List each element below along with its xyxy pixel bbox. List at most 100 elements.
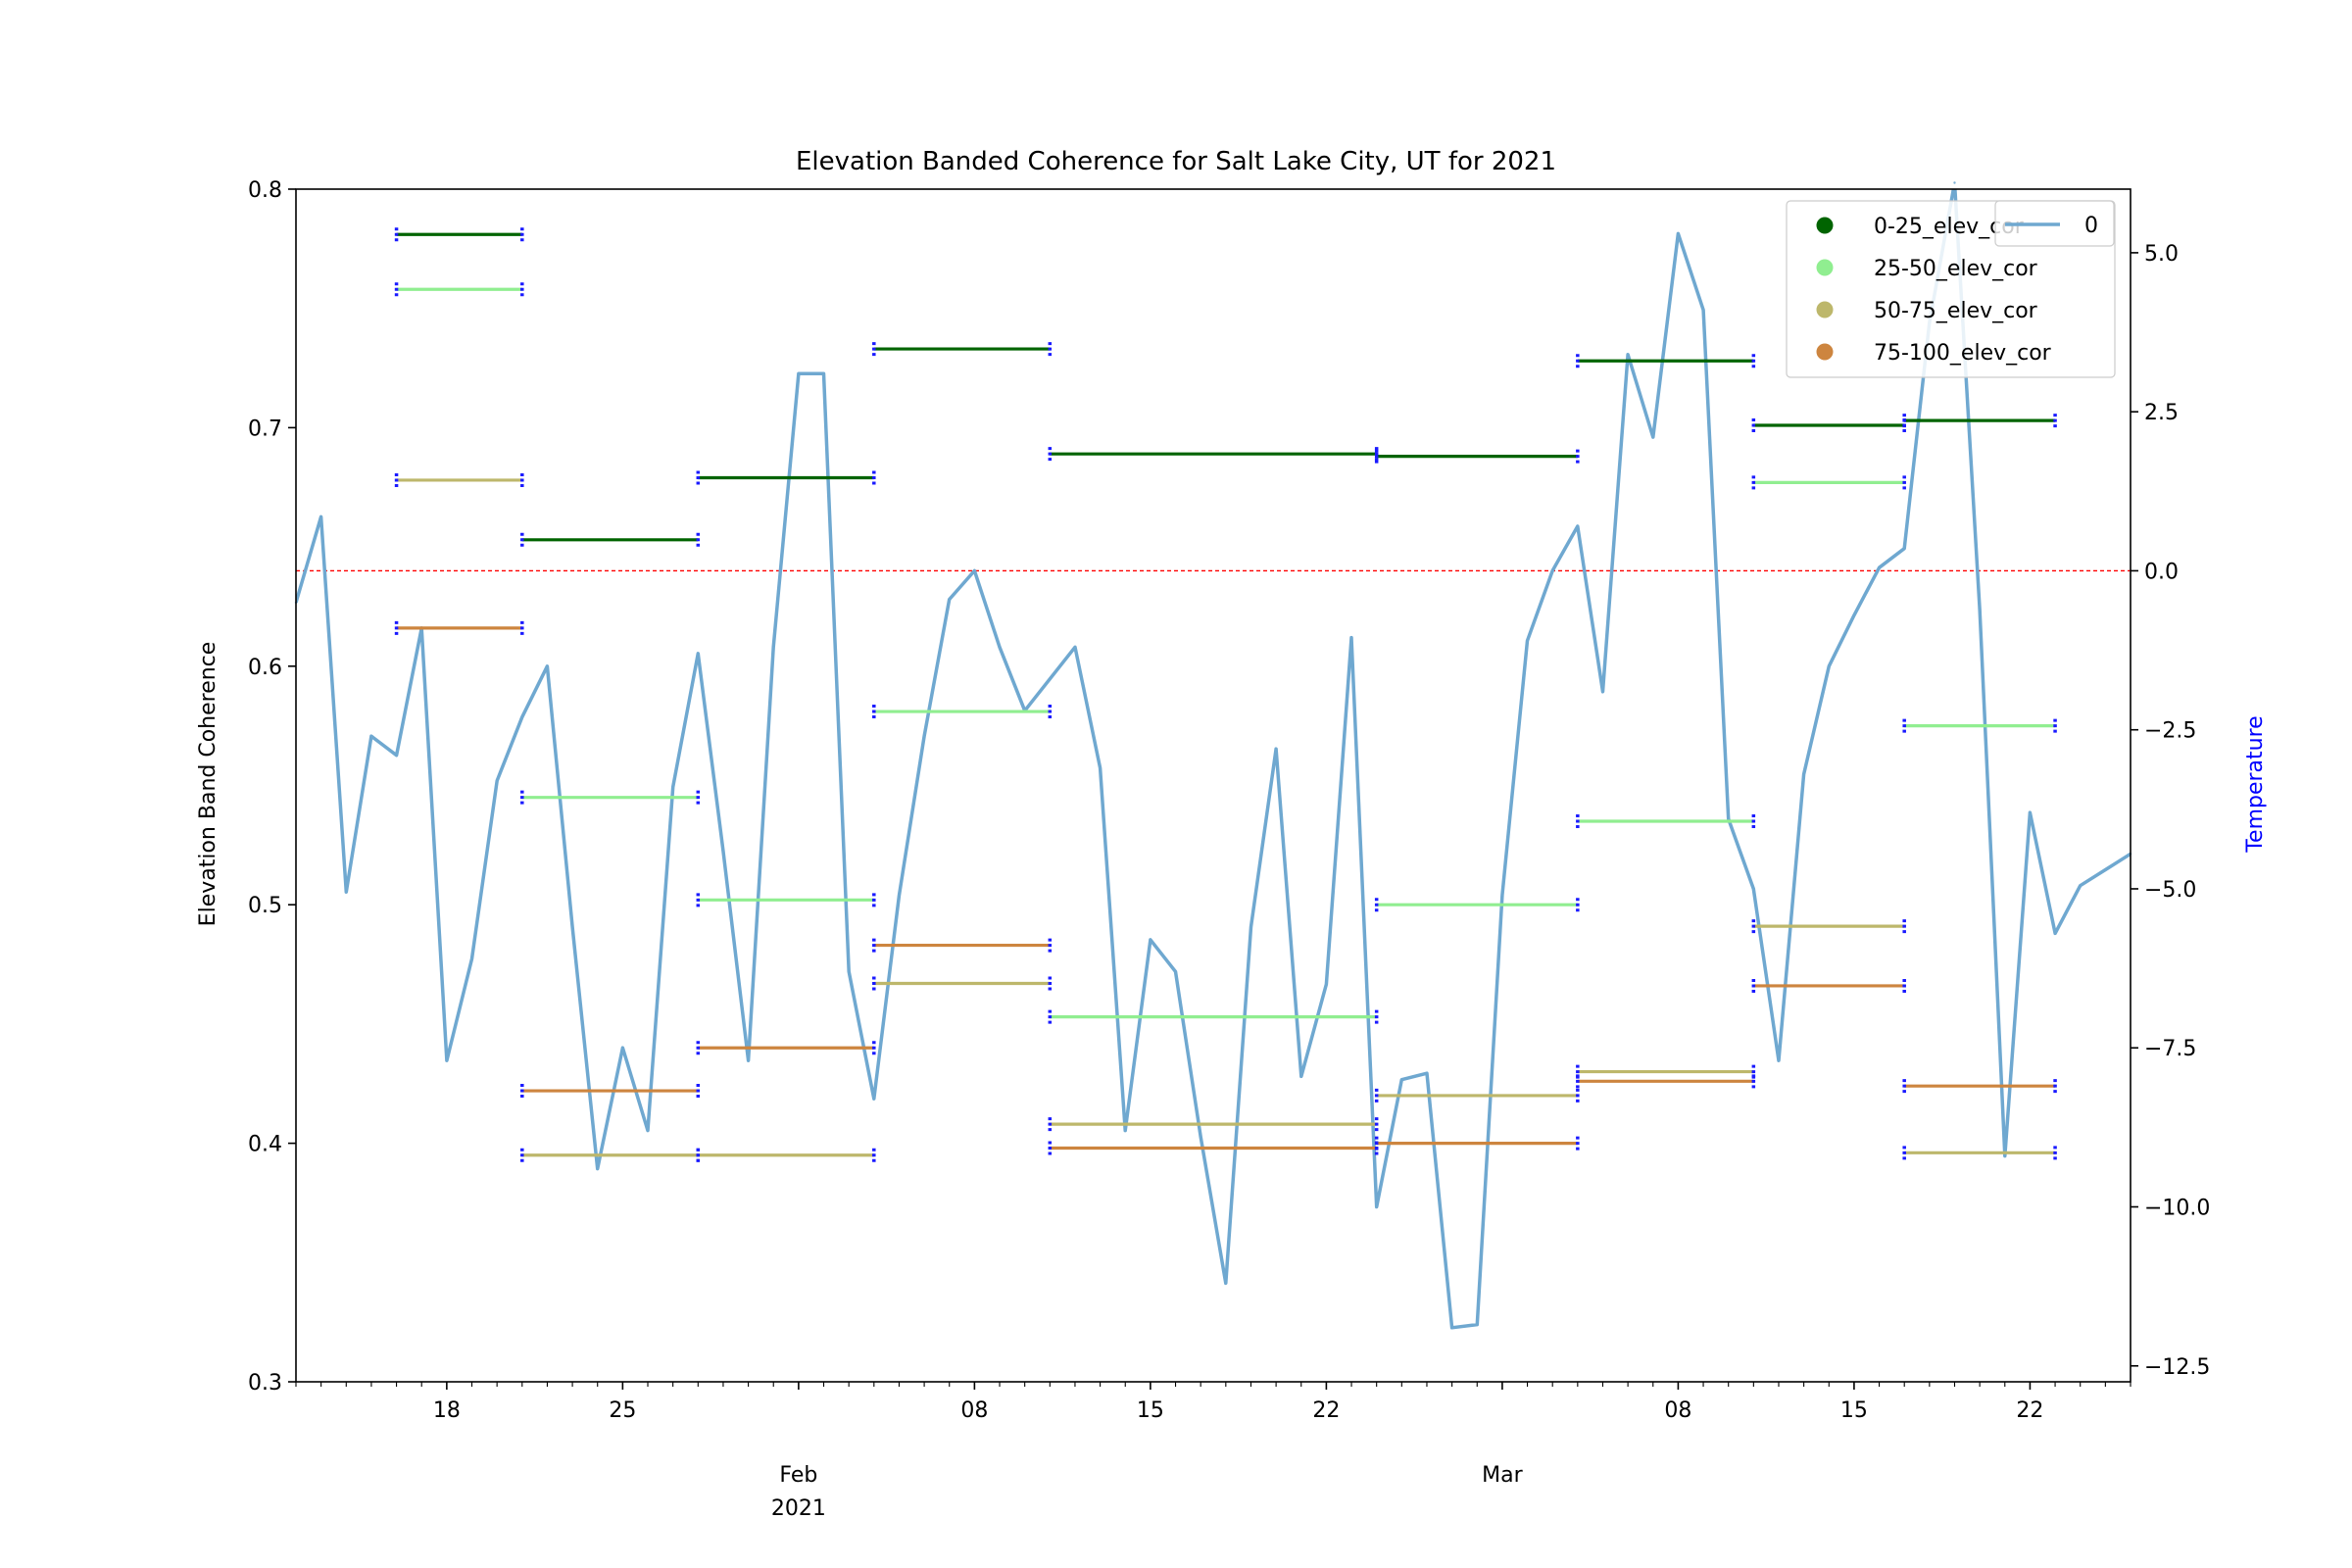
legend: 0-25_elev_cor25-50_elev_cor50-75_elev_co… xyxy=(1786,200,2116,378)
temperature-point xyxy=(1677,232,1680,235)
temperature-point xyxy=(1777,1059,1781,1062)
temperature-point xyxy=(973,569,976,572)
temperature-point xyxy=(1727,817,1730,820)
temperature-point xyxy=(1576,524,1580,528)
temperature-point xyxy=(2079,884,2082,887)
y-tick-label: 0.4 xyxy=(248,1133,282,1157)
right-y-tick-label: −5.0 xyxy=(2144,878,2196,903)
temperature-point xyxy=(1626,353,1630,356)
right-y-tick-label: −12.5 xyxy=(2144,1355,2210,1380)
temperature-point xyxy=(721,849,725,853)
temperature-point xyxy=(1425,1072,1429,1075)
temperature-point xyxy=(1299,1075,1302,1078)
temperature-point xyxy=(1701,309,1705,312)
temperature-point xyxy=(1802,772,1805,776)
temperature-point xyxy=(2029,810,2032,814)
temperature-point xyxy=(2003,1154,2006,1157)
temperature-point xyxy=(1400,1078,1403,1081)
x-tick-label: 22 xyxy=(2016,1398,2043,1423)
x-tick-label: 25 xyxy=(609,1398,636,1423)
y-tick-label: 0.3 xyxy=(248,1371,282,1396)
temperature-point xyxy=(1601,690,1604,693)
temperature-point xyxy=(319,515,322,518)
temperature-point xyxy=(1375,1205,1378,1208)
temperature-point xyxy=(898,894,901,897)
x-tick-label: 18 xyxy=(433,1398,461,1423)
y-tick-label: 0.6 xyxy=(248,656,282,680)
temperature-point xyxy=(445,1059,449,1062)
temperature-point xyxy=(1526,639,1529,643)
temperature-point xyxy=(797,372,801,375)
plot-frame xyxy=(295,188,2132,1383)
right-y-tick-label: 5.0 xyxy=(2144,242,2179,267)
right-y-tick-label: 0.0 xyxy=(2144,560,2179,584)
temperature-point xyxy=(697,652,700,656)
right-y-tick-label: −2.5 xyxy=(2144,719,2196,744)
temperature-point xyxy=(1224,1282,1228,1285)
temperature-point xyxy=(1500,894,1504,897)
x-tick-label: 08 xyxy=(1664,1398,1691,1423)
x-month-label: Feb xyxy=(779,1463,817,1488)
temperature-point xyxy=(596,1167,599,1170)
temperature-point xyxy=(1349,636,1353,639)
temperature-point xyxy=(1953,181,1956,184)
x-tick-label: 22 xyxy=(1312,1398,1340,1423)
temperature-point xyxy=(1852,613,1856,617)
temperature-point xyxy=(998,646,1002,649)
temperature-point xyxy=(345,891,348,894)
temperature-point xyxy=(1049,677,1052,680)
temperature-point xyxy=(395,754,398,757)
temperature-point xyxy=(2104,868,2107,871)
temperature-point xyxy=(1199,1135,1202,1139)
temperature-point xyxy=(520,715,523,718)
temperature-point xyxy=(872,1097,876,1101)
temperature-point xyxy=(1450,1326,1453,1330)
plot-area xyxy=(294,181,2132,1330)
temperature-point xyxy=(470,957,473,960)
temperature-point xyxy=(922,734,926,738)
temperature-point xyxy=(822,372,825,375)
right-y-tick-label: −7.5 xyxy=(2144,1037,2196,1061)
x-tick-label: 15 xyxy=(1137,1398,1164,1423)
temperature-point xyxy=(1828,664,1831,667)
temperature-point xyxy=(1174,970,1177,973)
legend-label: 50-75_elev_cor xyxy=(1874,299,2038,323)
legend-label: 75-100_elev_cor xyxy=(1874,341,2052,366)
right-y-tick-label: 2.5 xyxy=(2144,401,2179,425)
temperature-point xyxy=(1250,925,1252,929)
temperature-point xyxy=(1149,938,1152,942)
right-y-tick-label: −10.0 xyxy=(2144,1197,2210,1221)
temperature-point xyxy=(546,664,549,667)
x-tick-label: 08 xyxy=(960,1398,988,1423)
temperature-point xyxy=(2053,932,2057,935)
temperature-line xyxy=(296,189,2131,1330)
temperature-point xyxy=(621,1047,624,1050)
y-axis-label: Elevation Band Coherence xyxy=(196,642,220,927)
right-y-axis-label: Temperature xyxy=(2243,715,2268,853)
temperature-point xyxy=(570,925,574,929)
temperature-point xyxy=(1124,1129,1127,1132)
temperature-point xyxy=(671,785,674,789)
temperature-point xyxy=(847,970,851,973)
x-year-label: 2021 xyxy=(771,1496,826,1521)
legend-label: 25-50_elev_cor xyxy=(1874,257,2038,281)
temperature-point xyxy=(1550,569,1554,572)
chart-title: Elevation Banded Coherence for Salt Lake… xyxy=(796,147,1556,176)
temperature-point xyxy=(1476,1323,1479,1326)
temperature-point xyxy=(1274,747,1278,751)
temperature-point xyxy=(1752,887,1755,891)
temperature-point xyxy=(1325,983,1328,986)
temperature-point xyxy=(1978,608,1982,611)
temperature-point xyxy=(369,734,373,738)
temperature-point xyxy=(1878,565,1881,569)
legend-marker xyxy=(1816,343,1834,361)
temperature-point xyxy=(1903,547,1906,550)
y-tick-label: 0.8 xyxy=(248,178,282,203)
temperature-point xyxy=(495,779,499,782)
temperature-point xyxy=(646,1129,650,1132)
temperature-point xyxy=(1651,435,1654,439)
temperature-point xyxy=(948,598,951,601)
y-tick-label: 0.7 xyxy=(248,416,282,441)
legend-marker xyxy=(1816,301,1834,318)
